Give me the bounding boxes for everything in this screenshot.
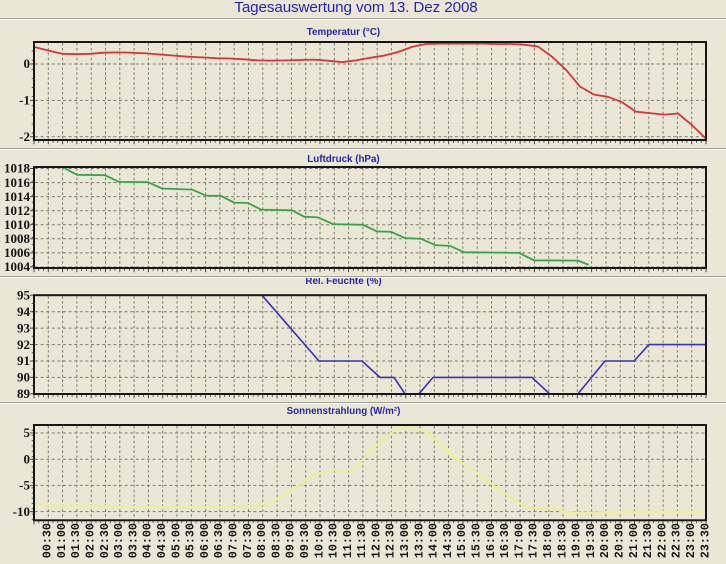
svg-text:-5: -5 bbox=[19, 478, 30, 493]
svg-text:92: 92 bbox=[17, 337, 30, 352]
svg-text:1010: 1010 bbox=[4, 217, 30, 232]
svg-text:1014: 1014 bbox=[4, 189, 31, 204]
svg-text:18:00: 18:00 bbox=[541, 523, 555, 558]
svg-text:09:30: 09:30 bbox=[298, 523, 312, 558]
svg-text:08:30: 08:30 bbox=[269, 523, 283, 558]
svg-text:14:30: 14:30 bbox=[441, 523, 455, 558]
svg-text:03:00: 03:00 bbox=[112, 523, 126, 558]
svg-text:0: 0 bbox=[24, 56, 31, 71]
svg-text:08:00: 08:00 bbox=[255, 523, 269, 558]
svg-text:06:00: 06:00 bbox=[198, 523, 212, 558]
svg-text:12:30: 12:30 bbox=[384, 523, 398, 558]
svg-text:04:30: 04:30 bbox=[155, 523, 169, 558]
svg-text:10:00: 10:00 bbox=[312, 523, 326, 558]
svg-text:19:00: 19:00 bbox=[570, 523, 584, 558]
svg-text:23:00: 23:00 bbox=[684, 523, 698, 558]
svg-text:05:30: 05:30 bbox=[184, 523, 198, 558]
svg-text:1018: 1018 bbox=[4, 161, 31, 176]
svg-text:12:00: 12:00 bbox=[369, 523, 383, 558]
svg-text:14:00: 14:00 bbox=[427, 523, 441, 558]
svg-text:20:30: 20:30 bbox=[613, 523, 627, 558]
svg-text:-1: -1 bbox=[19, 93, 30, 108]
svg-text:11:00: 11:00 bbox=[341, 523, 355, 558]
svg-text:19:30: 19:30 bbox=[584, 523, 598, 558]
svg-text:94: 94 bbox=[17, 304, 31, 319]
svg-text:-10: -10 bbox=[13, 504, 30, 519]
svg-text:1016: 1016 bbox=[4, 175, 31, 190]
svg-text:15:00: 15:00 bbox=[455, 523, 469, 558]
svg-text:17:30: 17:30 bbox=[527, 523, 541, 558]
svg-text:22:30: 22:30 bbox=[670, 523, 684, 558]
svg-text:07:00: 07:00 bbox=[227, 523, 241, 558]
svg-text:16:00: 16:00 bbox=[484, 523, 498, 558]
svg-text:1006: 1006 bbox=[4, 245, 31, 260]
svg-text:05:00: 05:00 bbox=[169, 523, 183, 558]
svg-text:0: 0 bbox=[24, 451, 31, 466]
svg-text:18:30: 18:30 bbox=[555, 523, 569, 558]
svg-text:07:30: 07:30 bbox=[241, 523, 255, 558]
svg-text:20:00: 20:00 bbox=[598, 523, 612, 558]
svg-text:90: 90 bbox=[17, 370, 30, 385]
svg-text:5: 5 bbox=[24, 425, 31, 440]
svg-text:89: 89 bbox=[17, 386, 31, 401]
svg-text:22:00: 22:00 bbox=[655, 523, 669, 558]
svg-text:01:00: 01:00 bbox=[55, 523, 69, 558]
svg-text:16:30: 16:30 bbox=[498, 523, 512, 558]
svg-text:23:30: 23:30 bbox=[698, 523, 712, 558]
svg-text:03:30: 03:30 bbox=[126, 523, 140, 558]
svg-text:95: 95 bbox=[17, 288, 31, 303]
svg-text:1012: 1012 bbox=[4, 203, 30, 218]
svg-text:06:30: 06:30 bbox=[212, 523, 226, 558]
svg-text:13:00: 13:00 bbox=[398, 523, 412, 558]
svg-text:93: 93 bbox=[17, 320, 31, 335]
svg-text:21:30: 21:30 bbox=[641, 523, 655, 558]
svg-text:09:00: 09:00 bbox=[284, 523, 298, 558]
svg-text:13:30: 13:30 bbox=[412, 523, 426, 558]
svg-text:21:00: 21:00 bbox=[627, 523, 641, 558]
svg-text:01:30: 01:30 bbox=[69, 523, 83, 558]
svg-text:00:30: 00:30 bbox=[41, 523, 55, 558]
svg-text:10:30: 10:30 bbox=[327, 523, 341, 558]
svg-text:1004: 1004 bbox=[4, 259, 31, 274]
svg-text:15:30: 15:30 bbox=[470, 523, 484, 558]
svg-text:17:00: 17:00 bbox=[512, 523, 526, 558]
svg-text:1008: 1008 bbox=[4, 231, 31, 246]
svg-text:02:30: 02:30 bbox=[98, 523, 112, 558]
svg-text:04:00: 04:00 bbox=[141, 523, 155, 558]
svg-text:11:30: 11:30 bbox=[355, 523, 369, 558]
svg-text:-2: -2 bbox=[19, 129, 30, 144]
svg-text:02:00: 02:00 bbox=[84, 523, 98, 558]
svg-text:91: 91 bbox=[17, 353, 30, 368]
